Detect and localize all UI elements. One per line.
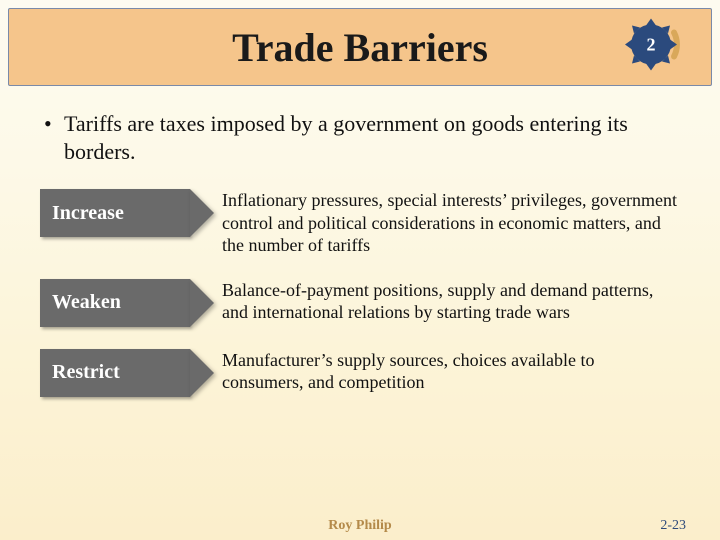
- arrow-weaken: Weaken: [40, 279, 190, 327]
- effect-row: Weaken Balance-of-payment positions, sup…: [40, 279, 680, 327]
- slide-footer: Roy Philip 2-23: [0, 516, 720, 534]
- effect-text: Manufacturer’s supply sources, choices a…: [222, 349, 680, 394]
- arrow-label: Restrict: [52, 361, 120, 384]
- effect-row: Restrict Manufacturer’s supply sources, …: [40, 349, 680, 397]
- arrow-label: Weaken: [52, 291, 121, 314]
- effect-text: Balance-of-payment positions, supply and…: [222, 279, 680, 324]
- arrow-label: Increase: [52, 202, 124, 225]
- badge-number: 2: [647, 35, 656, 55]
- footer-page-number: 2-23: [660, 518, 686, 534]
- slide-title: Trade Barriers: [232, 24, 488, 71]
- chapter-badge: 2: [619, 13, 683, 82]
- slide-content: Tariffs are taxes imposed by a governmen…: [0, 86, 720, 397]
- title-bar: Trade Barriers 2: [8, 8, 712, 86]
- arrow-restrict: Restrict: [40, 349, 190, 397]
- bullet-tariffs: Tariffs are taxes imposed by a governmen…: [40, 110, 680, 165]
- effect-rows: Increase Inflationary pressures, special…: [40, 189, 680, 397]
- arrow-increase: Increase: [40, 189, 190, 237]
- footer-author: Roy Philip: [328, 518, 391, 533]
- gear-icon: 2: [619, 13, 683, 77]
- effect-text: Inflationary pressures, special interest…: [222, 189, 680, 257]
- effect-row: Increase Inflationary pressures, special…: [40, 189, 680, 257]
